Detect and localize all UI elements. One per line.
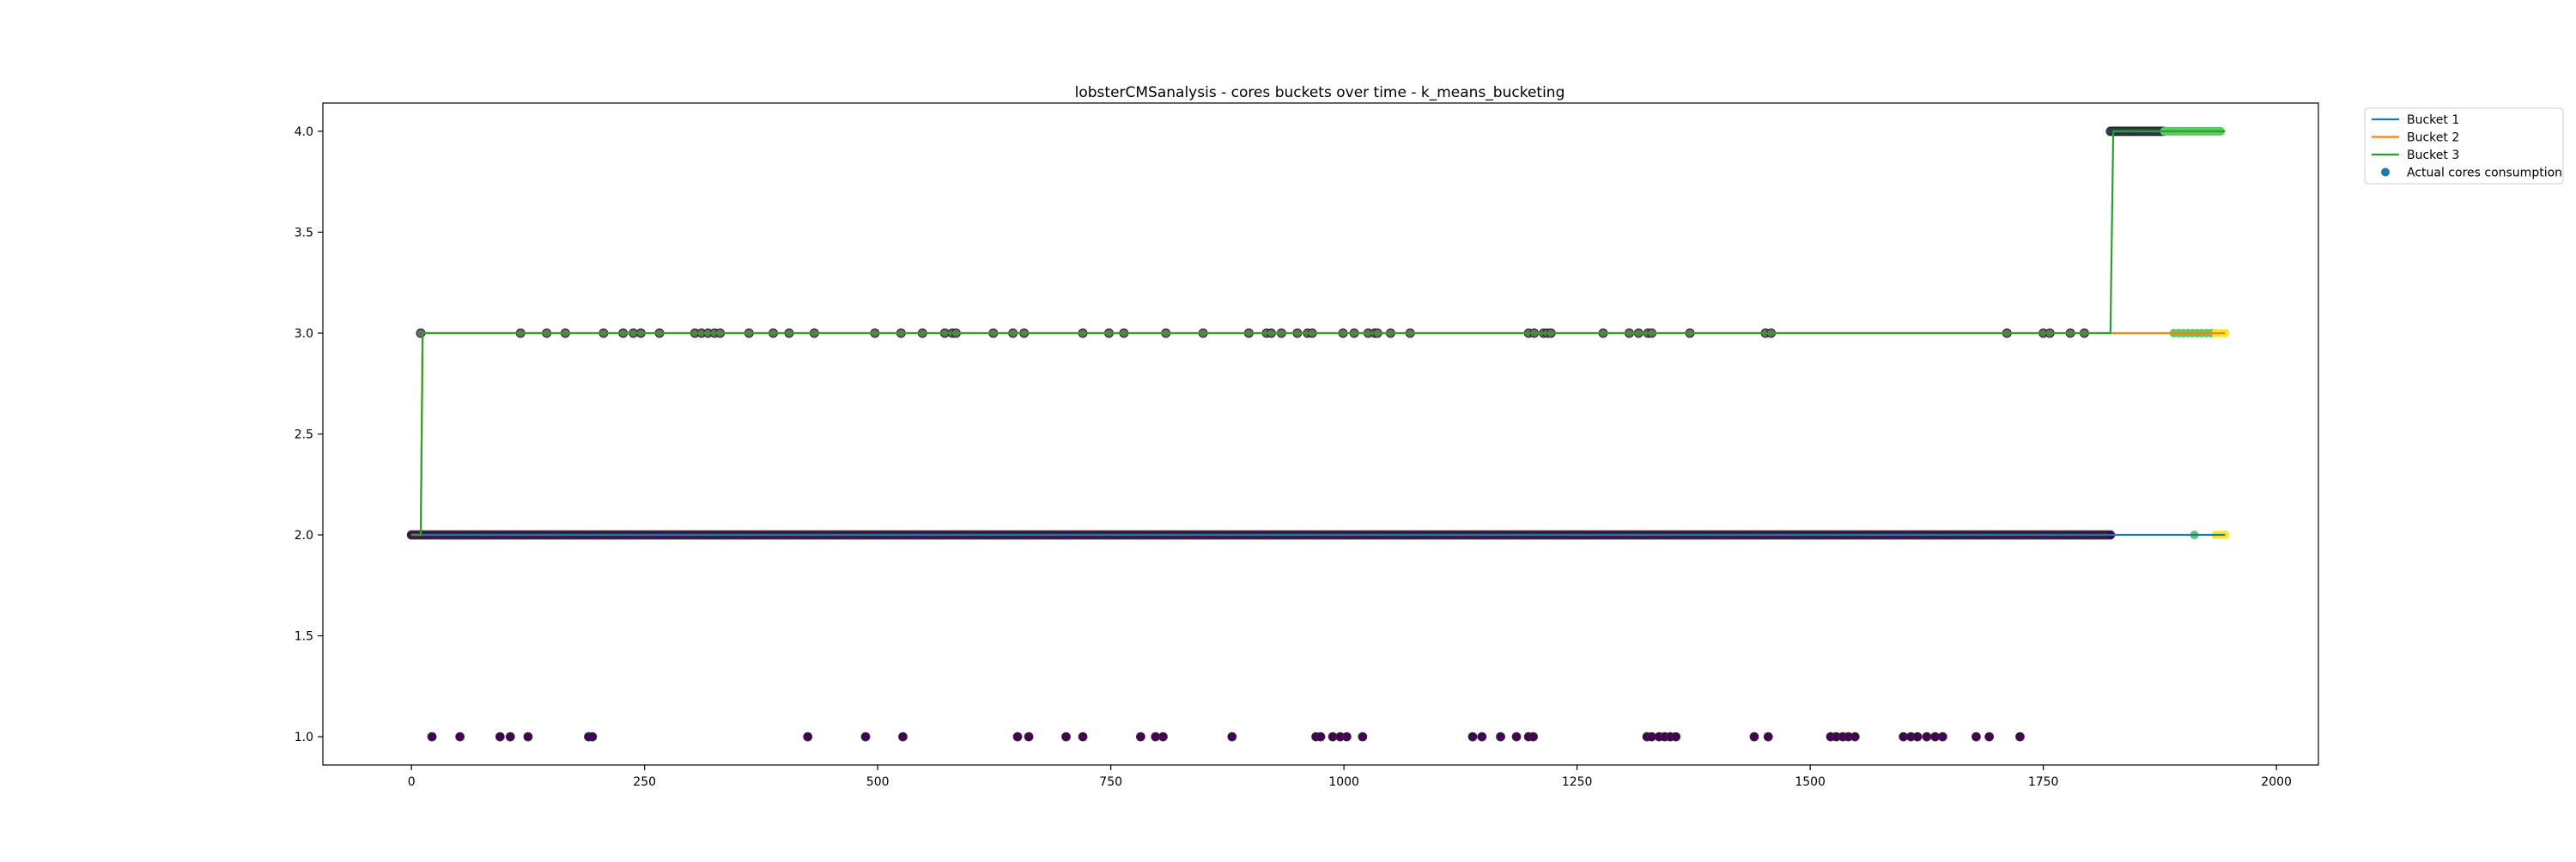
chart-title: lobsterCMSanalysis - cores buckets over … [1075,84,1565,101]
y-tick-label: 2.5 [295,428,313,442]
y-tick-label: 2.0 [295,529,313,543]
y-tick-label: 1.0 [295,731,313,744]
point-actual-cores [1497,732,1505,741]
x-tick-label: 250 [633,775,656,789]
x-tick-label: 2000 [2261,775,2292,789]
x-tick-label: 500 [866,775,890,789]
point-actual-cores [1316,732,1325,741]
x-tick-label: 1750 [2028,775,2059,789]
point-actual-cores [804,732,812,741]
point-actual-cores [1971,732,1980,741]
point-actual-cores [1913,732,1922,741]
legend-label: Bucket 3 [2407,149,2459,162]
point-actual-cores [1062,732,1071,741]
point-actual-cores [506,732,514,741]
point-actual-cores [1764,732,1772,741]
x-tick-label: 1500 [1795,775,1826,789]
point-actual-cores [1228,732,1236,741]
point-actual-cores [1938,732,1947,741]
point-actual-cores [1013,732,1022,741]
point-actual-cores [1750,732,1759,741]
point-actual-cores [524,732,532,741]
point-actual-cores [1672,732,1680,741]
legend-label: Actual cores consumption [2407,167,2562,180]
point-actual-cores [1136,732,1145,741]
point-actual-cores [1468,732,1477,741]
point-actual-cores [1078,732,1087,741]
point-actual-cores [1529,732,1538,741]
x-tick-label: 1250 [1562,775,1593,789]
y-tick-label: 4.0 [295,125,313,139]
y-tick-label: 3.0 [295,327,313,341]
legend: Bucket 1 Bucket 2 Bucket 3 Actual cores con… [2365,108,2563,184]
point-actual-cores [456,732,465,741]
point-actual-cores [1985,732,1994,741]
point-actual-cores [1358,732,1367,741]
point-actual-cores [1923,732,1931,741]
legend-label: Bucket 2 [2407,131,2459,145]
y-tick-label: 1.5 [295,630,313,644]
point-actual-cores [588,732,597,741]
point-actual-cores [1850,732,1859,741]
point-actual-cores [1158,732,1167,741]
x-tick-label: 750 [1099,775,1122,789]
legend-marker-actual-cores [2381,168,2390,177]
point-actual-cores [1342,732,1351,741]
point-actual-cores [898,732,907,741]
x-tick-label: 0 [408,775,416,789]
point-actual-cores [1024,732,1033,741]
point-actual-cores [1478,732,1486,741]
point-actual-cores [428,732,436,741]
point-actual-cores [861,732,870,741]
point-actual-cores [495,732,504,741]
point-actual-cores [1512,732,1521,741]
y-tick-label: 3.5 [295,226,313,240]
x-tick-label: 1000 [1328,775,1359,789]
legend-label: Bucket 1 [2407,113,2459,127]
point-actual-cores [2015,732,2024,741]
